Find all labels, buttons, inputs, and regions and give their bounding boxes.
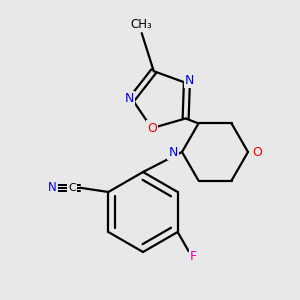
Text: N: N bbox=[48, 181, 57, 194]
Text: CH₃: CH₃ bbox=[131, 18, 153, 31]
Text: O: O bbox=[147, 122, 157, 135]
Text: C: C bbox=[68, 183, 76, 193]
Text: N: N bbox=[168, 146, 178, 158]
Text: N: N bbox=[124, 92, 134, 106]
Text: O: O bbox=[252, 146, 262, 158]
Text: F: F bbox=[190, 250, 197, 262]
Text: N: N bbox=[185, 74, 195, 87]
